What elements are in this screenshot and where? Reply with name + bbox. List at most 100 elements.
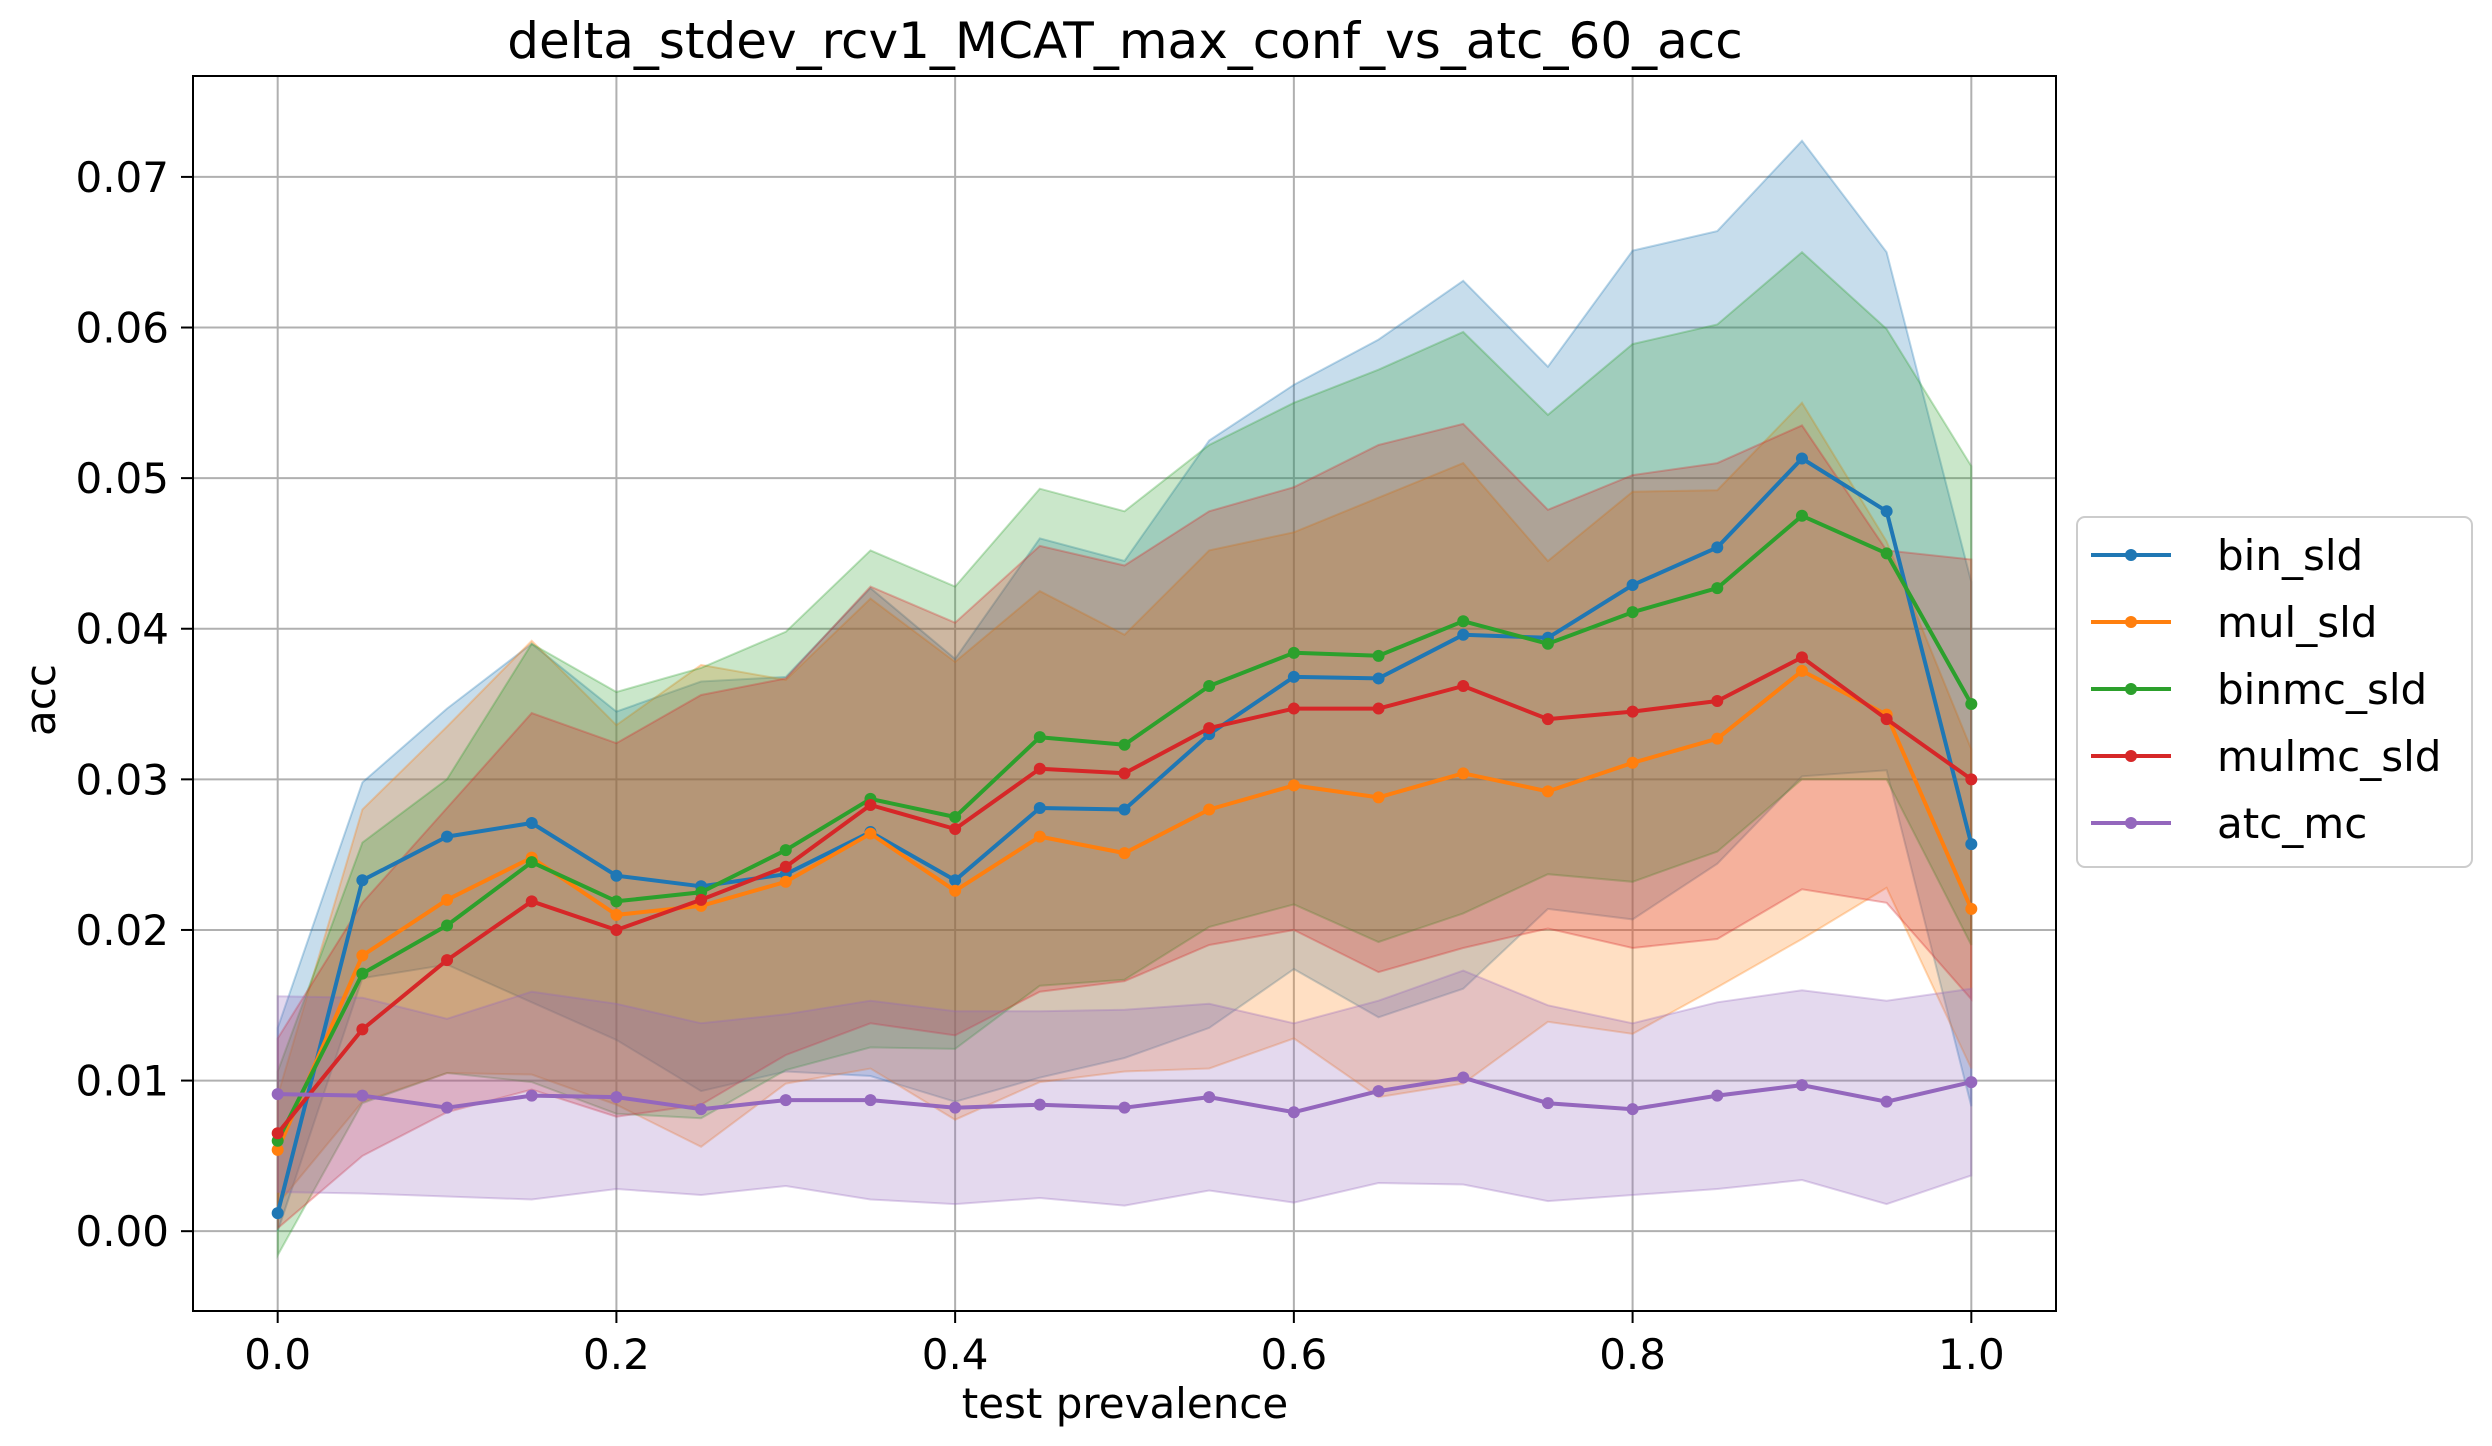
band-mulmc_sld bbox=[276, 422, 1973, 1231]
point-mulmc_sld bbox=[525, 895, 538, 908]
legend-marker-mulmc_sld bbox=[2125, 750, 2137, 762]
point-mul_sld bbox=[1795, 664, 1808, 677]
point-mul_sld bbox=[1457, 767, 1470, 780]
point-bin_sld bbox=[1118, 803, 1131, 816]
series-lines bbox=[271, 452, 1978, 1220]
point-mul_sld bbox=[1541, 785, 1554, 798]
point-mul_sld bbox=[1626, 756, 1639, 769]
y-tick-label: 0.05 bbox=[75, 454, 169, 503]
point-bin_sld bbox=[1457, 628, 1470, 641]
band-atc_mc bbox=[276, 969, 1973, 1207]
point-binmc_sld bbox=[1795, 509, 1808, 522]
point-mul_sld bbox=[1287, 779, 1300, 792]
band-bin_sld bbox=[276, 139, 1973, 1232]
point-binmc_sld bbox=[779, 844, 792, 857]
band-mul_sld bbox=[276, 401, 1973, 1207]
point-mulmc_sld bbox=[356, 1023, 369, 1036]
point-mul_sld bbox=[864, 827, 877, 840]
point-binmc_sld bbox=[1541, 637, 1554, 650]
point-mul_sld bbox=[1203, 803, 1216, 816]
point-binmc_sld bbox=[1033, 731, 1046, 744]
point-mul_sld bbox=[1965, 902, 1978, 915]
point-mulmc_sld bbox=[1711, 695, 1724, 708]
point-atc_mc bbox=[1203, 1091, 1216, 1104]
point-binmc_sld bbox=[1372, 649, 1385, 662]
point-atc_mc bbox=[1287, 1106, 1300, 1119]
y-tick-label: 0.02 bbox=[75, 906, 169, 955]
point-mulmc_sld bbox=[271, 1127, 284, 1140]
point-mul_sld bbox=[1372, 791, 1385, 804]
y-axis-label: acc bbox=[16, 664, 65, 736]
point-atc_mc bbox=[1541, 1097, 1554, 1110]
point-atc_mc bbox=[1965, 1076, 1978, 1089]
point-atc_mc bbox=[356, 1089, 369, 1102]
point-bin_sld bbox=[1372, 672, 1385, 685]
legend-marker-binmc_sld bbox=[2125, 683, 2137, 695]
point-atc_mc bbox=[1795, 1079, 1808, 1092]
point-mulmc_sld bbox=[1795, 651, 1808, 664]
point-binmc_sld bbox=[1287, 646, 1300, 659]
point-atc_mc bbox=[695, 1103, 708, 1116]
point-atc_mc bbox=[1880, 1095, 1893, 1108]
legend-box bbox=[2076, 516, 2473, 868]
point-binmc_sld bbox=[1965, 698, 1978, 711]
legend-label-mulmc_sld: mulmc_sld bbox=[2217, 732, 2441, 781]
point-binmc_sld bbox=[1626, 606, 1639, 619]
point-atc_mc bbox=[441, 1101, 454, 1114]
point-mul_sld bbox=[441, 893, 454, 906]
point-mul_sld bbox=[949, 884, 962, 897]
legend-marker-atc_mc bbox=[2125, 817, 2137, 829]
point-bin_sld bbox=[1880, 505, 1893, 518]
point-binmc_sld bbox=[1711, 582, 1724, 595]
point-bin_sld bbox=[1711, 541, 1724, 554]
point-mulmc_sld bbox=[1880, 713, 1893, 726]
point-mulmc_sld bbox=[695, 893, 708, 906]
x-tick-label: 0.0 bbox=[244, 1330, 311, 1379]
point-binmc_sld bbox=[949, 811, 962, 823]
point-atc_mc bbox=[779, 1094, 792, 1107]
point-atc_mc bbox=[525, 1089, 538, 1102]
point-atc_mc bbox=[1372, 1085, 1385, 1098]
chart-title: delta_stdev_rcv1_MCAT_max_conf_vs_atc_60… bbox=[507, 12, 1743, 70]
legend-label-binmc_sld: binmc_sld bbox=[2217, 665, 2427, 714]
point-atc_mc bbox=[1118, 1101, 1131, 1114]
point-mulmc_sld bbox=[864, 798, 877, 811]
point-mul_sld bbox=[779, 875, 792, 888]
point-mulmc_sld bbox=[1457, 679, 1470, 692]
point-mul_sld bbox=[610, 908, 623, 921]
plot-frame bbox=[192, 75, 2057, 1312]
point-mul_sld bbox=[271, 1143, 284, 1156]
grid bbox=[193, 76, 2056, 1311]
y-tick-label: 0.01 bbox=[75, 1057, 169, 1106]
point-binmc_sld bbox=[356, 967, 369, 980]
point-mul_sld bbox=[356, 949, 369, 962]
point-binmc_sld bbox=[1118, 738, 1131, 751]
legend: bin_sld mul_sld binmc_sld mulmc_sld atc_mc bbox=[2076, 516, 2473, 868]
point-mulmc_sld bbox=[1287, 702, 1300, 715]
point-mulmc_sld bbox=[441, 954, 454, 967]
y-tick-label: 0.03 bbox=[75, 755, 169, 804]
legend-marker-bin_sld bbox=[2125, 549, 2137, 561]
x-tick-label: 0.4 bbox=[922, 1330, 989, 1379]
point-bin_sld bbox=[271, 1207, 284, 1220]
point-mulmc_sld bbox=[1033, 762, 1046, 775]
point-mulmc_sld bbox=[1372, 702, 1385, 715]
legend-label-mul_sld: mul_sld bbox=[2217, 598, 2377, 647]
point-atc_mc bbox=[864, 1094, 877, 1107]
legend-label-bin_sld: bin_sld bbox=[2217, 531, 2363, 580]
axes: 0.0 0.2 0.4 0.6 0.8 1.0 0.00 0.01 0.02 0.03 0.04 0.… bbox=[75, 75, 2057, 1379]
legend-label-atc_mc: atc_mc bbox=[2217, 799, 2367, 848]
point-binmc_sld bbox=[1457, 615, 1470, 628]
point-mul_sld bbox=[1033, 830, 1046, 843]
point-bin_sld bbox=[949, 874, 962, 887]
point-atc_mc bbox=[610, 1091, 623, 1104]
point-bin_sld bbox=[610, 869, 623, 882]
point-mulmc_sld bbox=[949, 823, 962, 836]
point-binmc_sld bbox=[610, 895, 623, 908]
point-mul_sld bbox=[1118, 847, 1131, 860]
point-binmc_sld bbox=[525, 856, 538, 869]
point-bin_sld bbox=[441, 830, 454, 843]
point-atc_mc bbox=[1457, 1071, 1470, 1084]
point-atc_mc bbox=[1626, 1103, 1639, 1116]
band-binmc_sld bbox=[276, 250, 1973, 1260]
